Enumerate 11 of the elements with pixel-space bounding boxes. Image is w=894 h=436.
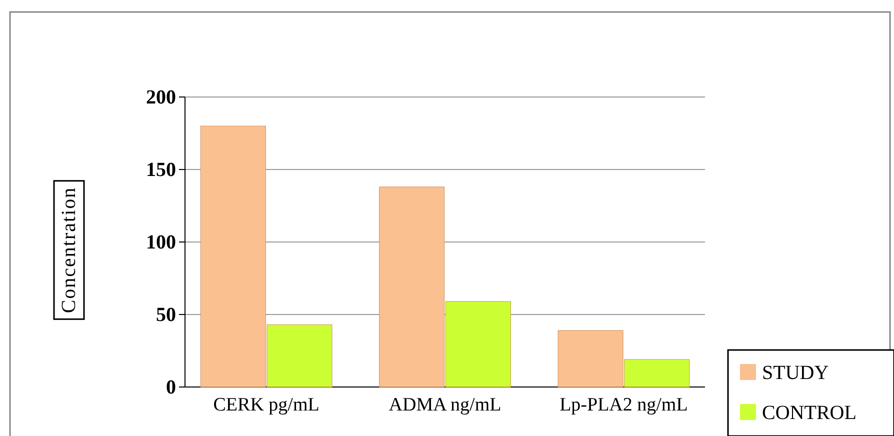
legend-label: CONTROL [762, 402, 856, 424]
y-tick-label: 200 [146, 86, 176, 108]
x-tick-label: ADMA ng/mL [388, 394, 502, 416]
legend-label: STUDY [762, 362, 829, 384]
y-tick-label: 0 [166, 376, 176, 398]
x-tick-label: Lp-PLA2 ng/mL [560, 394, 688, 416]
y-tick-label: 100 [146, 231, 176, 254]
y-tick-label: 50 [156, 304, 176, 326]
y-tick-label: 150 [146, 158, 176, 181]
y-axis-title: Concentration [58, 186, 80, 314]
x-tick-label: CERK pg/mL [213, 394, 320, 416]
